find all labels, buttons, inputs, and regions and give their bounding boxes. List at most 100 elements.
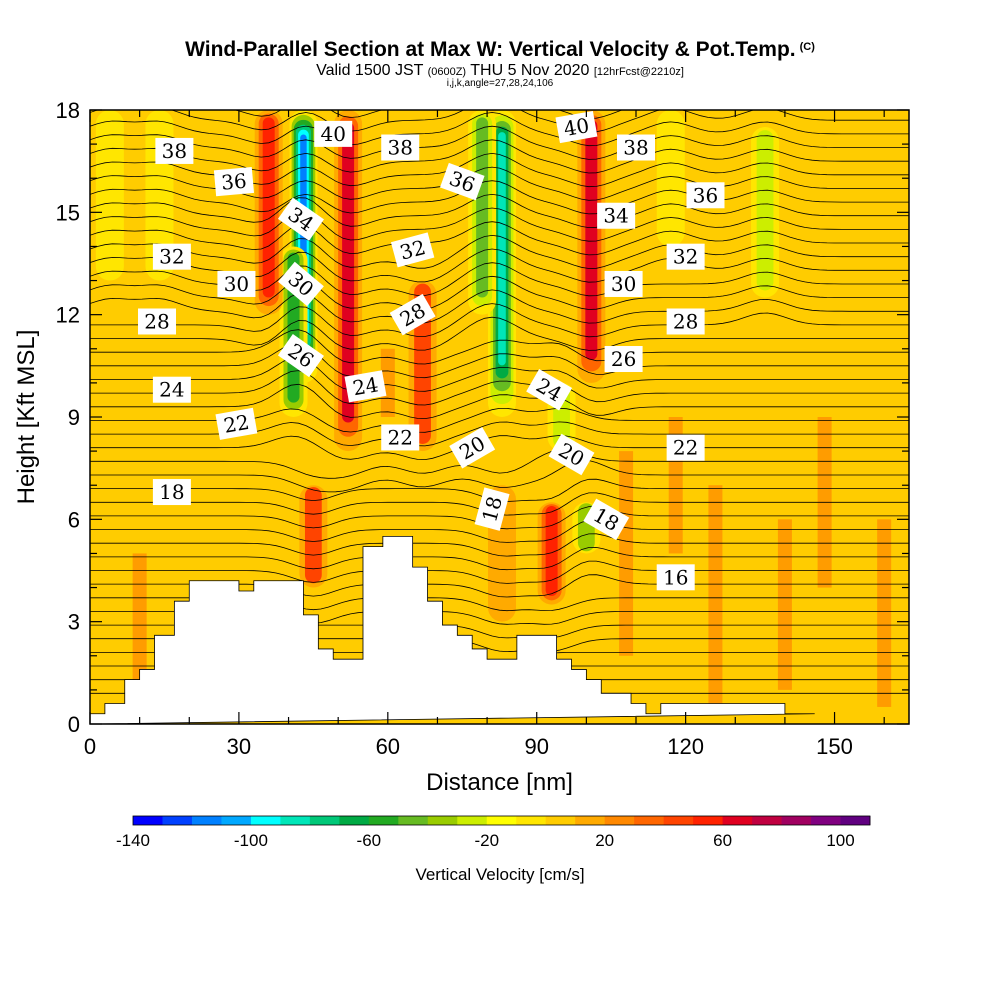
- colorbar-frame: [132, 815, 871, 826]
- theta-label: 38: [381, 134, 420, 161]
- colorbar-tick-label: -100: [234, 831, 268, 850]
- colorbar-swatch: [221, 816, 252, 825]
- colorbar-swatch: [368, 816, 399, 825]
- chart-title-text: Wind-Parallel Section at Max W: Vertical…: [185, 38, 796, 61]
- theta-contour-line: [90, 139, 909, 174]
- theta-label-text: 28: [144, 309, 169, 333]
- colorbar-swatch: [693, 816, 723, 825]
- theta-label-text: 34: [603, 204, 628, 228]
- theta-label-text: 16: [663, 565, 688, 589]
- velocity-streak: [380, 348, 395, 417]
- utc-time: (0600Z): [427, 66, 467, 78]
- colorbar-swatch: [280, 816, 311, 825]
- colorbar-swatch: [811, 816, 841, 825]
- theta-contour-line: [90, 193, 909, 229]
- colorbar-swatch: [840, 816, 871, 825]
- theta-label: 30: [217, 270, 256, 297]
- valid-time: Valid 1500 JST: [316, 62, 424, 79]
- theta-contour-line: [90, 519, 909, 543]
- theta-contour-line: [90, 435, 909, 461]
- colorbar-swatch: [604, 816, 635, 825]
- x-axis-title: Distance [nm]: [426, 769, 573, 796]
- velocity-band: [304, 487, 322, 584]
- theta-label-text: 22: [673, 436, 698, 460]
- theta-label: 24: [152, 376, 191, 403]
- colorbar-swatch: [457, 816, 488, 825]
- y-tick-label: 18: [56, 98, 80, 123]
- velocity-field: [95, 110, 892, 707]
- velocity-band: [95, 110, 124, 281]
- theta-label-text: 30: [224, 272, 249, 296]
- theta-label: 40: [314, 120, 353, 147]
- colorbar-swatch: [781, 816, 812, 825]
- colorbar-swatch: [427, 816, 458, 825]
- colorbar-swatch: [486, 816, 517, 825]
- x-tick-label: 120: [667, 734, 704, 759]
- theta-label: 30: [604, 270, 643, 297]
- theta-label: 18: [583, 498, 630, 541]
- theta-label: 30: [278, 261, 324, 307]
- theta-label-text: 40: [562, 113, 591, 141]
- velocity-streak: [619, 451, 634, 656]
- colorbar-swatch: [722, 816, 753, 825]
- theta-contour-line: [90, 316, 909, 351]
- theta-contour-line: [90, 180, 909, 215]
- velocity-band: [498, 132, 506, 366]
- theta-label-text: 24: [351, 372, 380, 400]
- theta-label: 34: [597, 202, 636, 229]
- velocity-band: [342, 122, 355, 423]
- y-tick-label: 12: [56, 303, 80, 328]
- theta-contour-line: [90, 342, 909, 379]
- theta-label-text: 24: [159, 378, 184, 402]
- velocity-streak: [877, 519, 892, 707]
- theta-contour-line: [90, 370, 909, 406]
- theta-contour-line: [90, 383, 909, 420]
- y-tick-label: 15: [56, 200, 80, 225]
- theta-label-text: 22: [222, 410, 251, 438]
- colorbar-swatch: [516, 816, 547, 825]
- theta-contour-line: [90, 560, 909, 584]
- theta-label: 22: [381, 424, 420, 451]
- theta-label: 16: [656, 564, 695, 591]
- colorbar-title: Vertical Velocity [cm/s]: [415, 865, 584, 884]
- y-tick-label: 9: [68, 405, 80, 430]
- theta-label-text: 18: [159, 480, 184, 504]
- theta-label-text: 32: [159, 245, 184, 269]
- theta-label-text: 36: [220, 169, 247, 195]
- velocity-band: [262, 117, 275, 298]
- chart-title: Wind-Parallel Section at Max W: Vertical…: [0, 38, 1000, 62]
- colorbar-swatch: [250, 816, 281, 825]
- x-tick-label: 30: [227, 734, 251, 759]
- colorbar-swatch: [545, 816, 576, 825]
- theta-label: 38: [155, 137, 194, 164]
- velocity-band: [476, 117, 489, 298]
- theta-contour-line: [90, 234, 909, 269]
- theta-label: 36: [213, 167, 255, 197]
- theta-label: 36: [439, 162, 485, 201]
- colorbar-tick-label: 100: [826, 831, 854, 850]
- theta-contour-line: [90, 356, 909, 392]
- x-tick-label: 0: [84, 734, 96, 759]
- colorbar-tick-label: -20: [474, 831, 499, 850]
- colorbar-swatch: [309, 816, 340, 825]
- colorbar-swatch: [191, 816, 222, 825]
- copyright-tag: (C): [799, 41, 815, 53]
- terrain: [89, 535, 815, 725]
- y-tick-label: 0: [68, 712, 80, 737]
- valid-date: THU 5 Nov 2020: [470, 62, 590, 79]
- theta-contour-line: [90, 329, 909, 365]
- theta-label-text: 36: [693, 183, 718, 207]
- y-tick-label: 6: [68, 507, 80, 532]
- theta-contour-line: [90, 533, 909, 557]
- theta-contour-line: [90, 110, 909, 133]
- y-axis-title: Height [Kft MSL]: [13, 330, 40, 505]
- colorbar-tick-label: 20: [595, 831, 614, 850]
- theta-label-text: 30: [611, 272, 636, 296]
- colorbar-swatch: [133, 816, 163, 825]
- theta-label: 18: [474, 487, 510, 531]
- theta-contour-line: [90, 546, 909, 571]
- colorbar-tick-label: -60: [357, 831, 382, 850]
- velocity-streak: [132, 553, 147, 707]
